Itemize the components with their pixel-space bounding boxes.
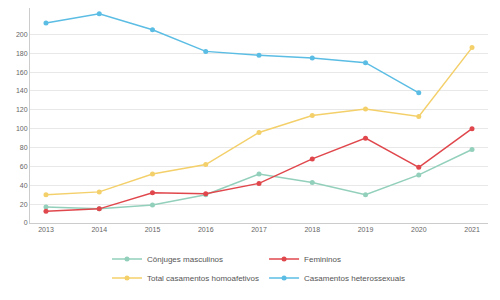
svg-text:2017: 2017 — [251, 226, 267, 233]
svg-text:2013: 2013 — [38, 226, 54, 233]
svg-text:2016: 2016 — [198, 226, 214, 233]
svg-text:100: 100 — [16, 125, 28, 132]
svg-text:2018: 2018 — [304, 226, 320, 233]
svg-text:180: 180 — [16, 50, 28, 57]
svg-text:160: 160 — [16, 69, 28, 76]
svg-text:20: 20 — [20, 201, 28, 208]
svg-text:2021: 2021 — [464, 226, 480, 233]
svg-text:Total casamentos homoafetivos: Total casamentos homoafetivos — [147, 274, 259, 283]
svg-text:2015: 2015 — [145, 226, 161, 233]
svg-text:0: 0 — [24, 219, 28, 226]
svg-text:120: 120 — [16, 106, 28, 113]
svg-text:200: 200 — [16, 31, 28, 38]
svg-text:140: 140 — [16, 87, 28, 94]
svg-text:2019: 2019 — [358, 226, 374, 233]
svg-text:80: 80 — [20, 144, 28, 151]
svg-text:Femininos: Femininos — [304, 255, 341, 264]
svg-text:Cônjuges masculinos: Cônjuges masculinos — [147, 255, 223, 264]
svg-text:40: 40 — [20, 182, 28, 189]
svg-text:Casamentos heterossexuais: Casamentos heterossexuais — [304, 274, 405, 283]
svg-text:60: 60 — [20, 163, 28, 170]
svg-text:2020: 2020 — [411, 226, 427, 233]
svg-text:2014: 2014 — [91, 226, 107, 233]
